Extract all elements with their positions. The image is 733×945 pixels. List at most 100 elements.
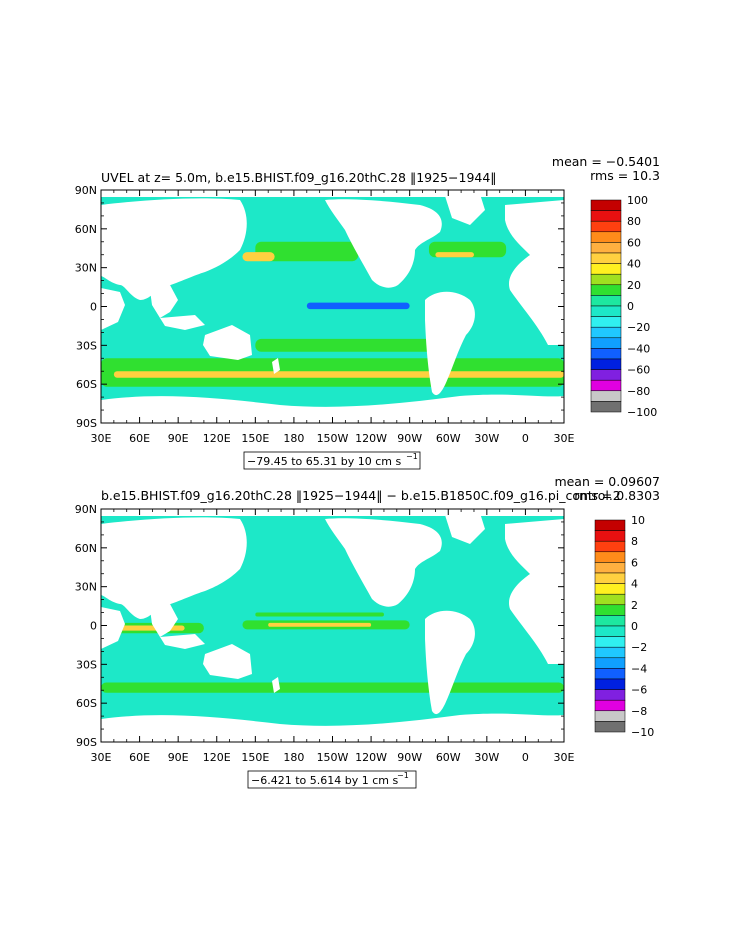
x-tick-label: 30E: [554, 432, 575, 445]
panel-1-y-ticks: 90N 60N 30N 0 30S 60S 90S: [75, 184, 564, 430]
x-tick-label: 0: [522, 432, 529, 445]
land-new-zealand: [272, 358, 280, 374]
colorbar-swatch: [594, 710, 626, 722]
colorbar-label: 40: [627, 258, 641, 271]
land-australia: [203, 325, 252, 360]
x-tick-label: 180: [283, 432, 304, 445]
region-indian-eq-core: [120, 625, 185, 631]
colorbar-swatch: [590, 242, 622, 254]
colorbar-label: 2: [631, 599, 638, 612]
colorbar-swatch: [590, 369, 622, 381]
colorbar-swatch: [594, 604, 626, 616]
panel-1-rms: rms = 10.3: [590, 168, 660, 183]
region-pacific-north-band: [255, 612, 384, 617]
colorbar-swatch: [590, 231, 622, 243]
colorbar-swatch: [590, 295, 622, 307]
colorbar-swatch: [594, 699, 626, 712]
y-tick-label: 90S: [76, 736, 97, 749]
x-tick-label: 30E: [91, 751, 112, 764]
colorbar-swatch: [594, 615, 626, 627]
colorbar-label: 10: [631, 514, 645, 527]
panel-1-range-label: −79.45 to 65.31 by 10 cm s: [247, 455, 401, 468]
panel-2-mean: mean = 0.09607: [554, 474, 660, 489]
x-tick-label: 120E: [203, 432, 231, 445]
colorbar-swatch: [594, 540, 626, 553]
y-tick-label: 90S: [76, 417, 97, 430]
region-south-pacific-band: [255, 338, 436, 352]
colorbar-swatch: [590, 358, 622, 370]
land-north-america: [325, 199, 442, 288]
land-indonesia: [160, 634, 205, 649]
panel-2-title: b.e15.BHIST.f09_g16.20thC.28 ‖1925−1944‖…: [101, 488, 621, 503]
colorbar-swatch: [594, 678, 626, 690]
colorbar-label: 4: [631, 578, 638, 591]
colorbar-swatch: [594, 721, 626, 733]
panel-2-land: [101, 509, 564, 742]
colorbar-swatch: [590, 379, 622, 392]
panel-2: b.e15.BHIST.f09_g16.20thC.28 ‖1925−1944‖…: [75, 474, 660, 789]
panel-1-x-ticks: 30E 60E 90E 120E 150E 180 150W 120W 90W 60W 30W 0 30…: [91, 190, 575, 445]
colorbar-label: −4: [631, 662, 647, 675]
colorbar-label: −20: [627, 321, 650, 334]
colorbar-swatch: [590, 390, 622, 402]
colorbar-swatch: [594, 562, 626, 574]
colorbar-swatch: [590, 326, 622, 339]
colorbar-swatch: [590, 252, 622, 264]
land-australia: [203, 644, 252, 679]
colorbar-swatch: [590, 337, 622, 349]
y-tick-label: 30S: [76, 658, 97, 671]
x-tick-label: 150W: [317, 432, 349, 445]
panel-1-mean: mean = −0.5401: [552, 154, 660, 169]
land-north-america: [325, 518, 442, 607]
colorbar-swatch: [594, 593, 626, 606]
colorbar-label: 80: [627, 215, 641, 228]
land-south-america: [425, 291, 475, 396]
land-antarctica: [101, 713, 564, 742]
x-tick-label: 90W: [397, 751, 422, 764]
y-tick-label: 90N: [75, 184, 97, 197]
land-eurasia: [101, 517, 247, 619]
y-tick-label: 60S: [76, 378, 97, 391]
colorbar-label: 6: [631, 556, 638, 569]
colorbar-swatch: [594, 572, 626, 584]
colorbar-label: −80: [627, 385, 650, 398]
y-tick-label: 60N: [75, 542, 97, 555]
x-tick-label: 30W: [474, 432, 499, 445]
land-africa: [101, 288, 125, 330]
x-tick-label: 0: [522, 751, 529, 764]
panel-1-title: UVEL at z= 5.0m, b.e15.BHIST.f09_g16.20t…: [101, 170, 497, 185]
colorbar-label: −6: [631, 684, 647, 697]
colorbar-swatch: [594, 551, 626, 563]
land-europe-africa-east: [505, 519, 564, 664]
colorbar-swatch: [590, 210, 622, 222]
colorbar-swatch: [590, 305, 622, 317]
colorbar-label: 100: [627, 194, 648, 207]
colorbar-swatch: [590, 401, 622, 413]
x-tick-label: 30W: [474, 751, 499, 764]
x-tick-label: 30E: [554, 751, 575, 764]
panel-2-x-ticks: 30E 60E 90E 120E 150E 180 150W 120W 90W 60W 30W 0 30…: [91, 509, 575, 764]
land-europe-africa-east: [505, 200, 564, 345]
land-new-zealand: [272, 677, 280, 693]
panel-2-range-label: −6.421 to 5.614 by 1 cm s: [251, 774, 398, 787]
region-south-band: [101, 682, 564, 693]
colorbar-swatch: [594, 646, 626, 659]
colorbar-label: 60: [627, 236, 641, 249]
region-equatorial-current: [306, 302, 410, 310]
y-tick-label: 0: [90, 620, 97, 633]
x-tick-label: 60E: [129, 432, 150, 445]
panel-1-range-exp: −1: [406, 452, 418, 461]
colorbar-label: −2: [631, 641, 647, 654]
colorbar-label: −10: [631, 726, 654, 739]
colorbar-label: 0: [631, 620, 638, 633]
y-tick-label: 90N: [75, 503, 97, 516]
land-antarctica: [101, 394, 564, 423]
y-tick-label: 30N: [75, 581, 97, 594]
y-tick-label: 30N: [75, 262, 97, 275]
region-north-pacific-band: [255, 241, 359, 262]
land-greenland: [445, 513, 485, 544]
y-tick-label: 0: [90, 301, 97, 314]
colorbar-swatch: [594, 636, 626, 648]
land-eurasia: [101, 198, 247, 300]
x-tick-label: 90E: [168, 751, 189, 764]
